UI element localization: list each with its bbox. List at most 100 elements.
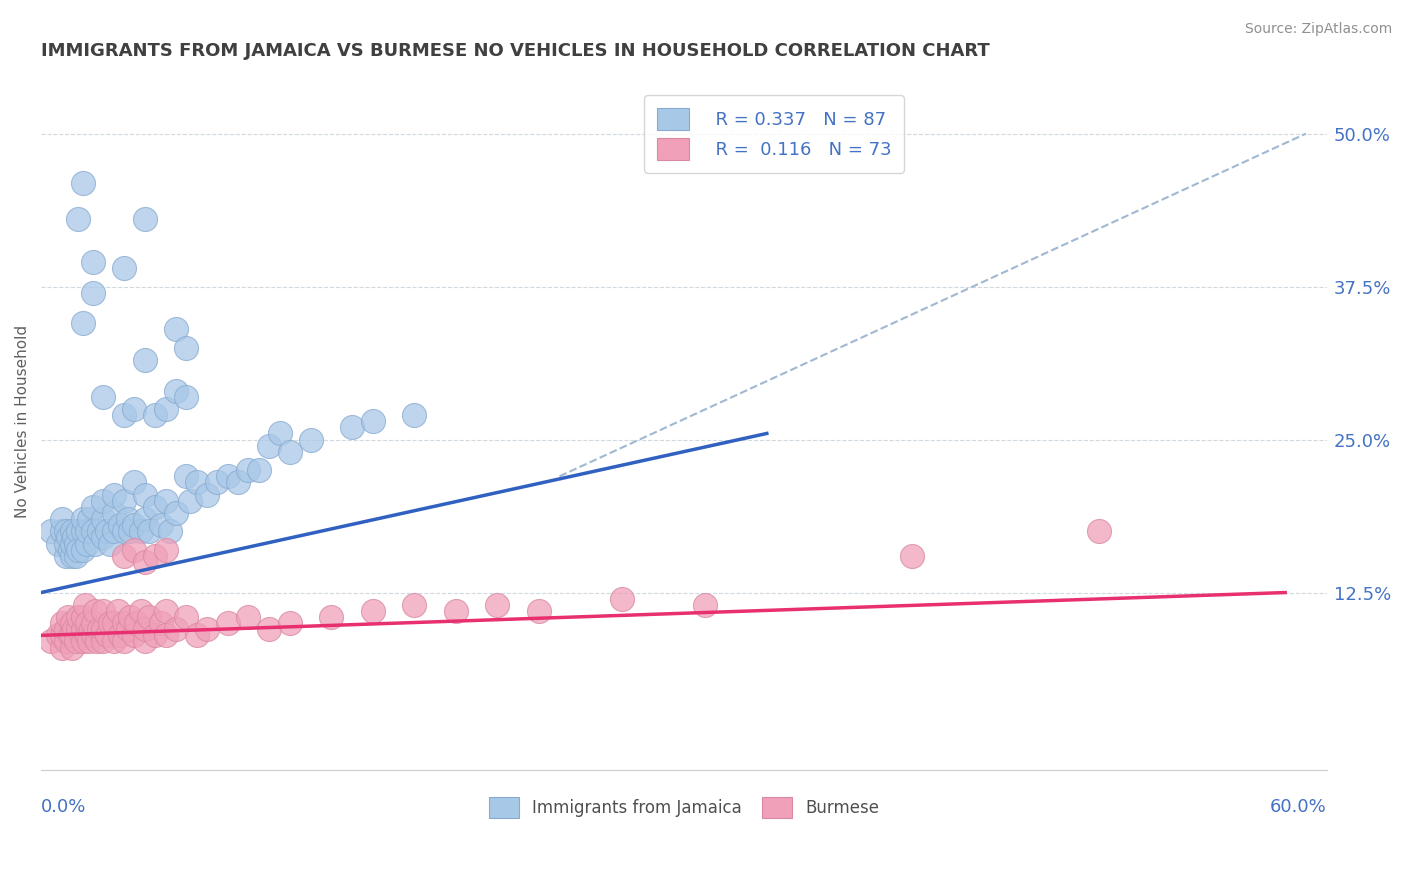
Point	[217, 616, 239, 631]
Point	[91, 634, 114, 648]
Point	[125, 616, 148, 631]
Point	[404, 598, 426, 612]
Point	[46, 536, 69, 550]
Point	[77, 512, 100, 526]
Point	[73, 598, 96, 612]
Point	[89, 524, 111, 539]
Point	[150, 616, 173, 631]
Point	[124, 518, 146, 533]
Point	[51, 512, 73, 526]
Point	[120, 524, 142, 539]
Point	[91, 512, 114, 526]
Point	[41, 634, 63, 648]
Point	[72, 316, 94, 330]
Point	[65, 634, 87, 648]
Point	[165, 622, 187, 636]
Point	[80, 622, 103, 636]
Point	[134, 622, 156, 636]
Text: 60.0%: 60.0%	[1270, 797, 1327, 816]
Point	[55, 634, 77, 648]
Point	[55, 524, 77, 539]
Point	[103, 488, 125, 502]
Point	[103, 616, 125, 631]
Point	[63, 531, 86, 545]
Point	[51, 628, 73, 642]
Point	[278, 445, 301, 459]
Point	[76, 628, 98, 642]
Point	[91, 493, 114, 508]
Point	[179, 493, 201, 508]
Point	[527, 604, 550, 618]
Point	[46, 628, 69, 642]
Point	[186, 628, 208, 642]
Point	[63, 622, 86, 636]
Point	[257, 439, 280, 453]
Point	[72, 524, 94, 539]
Point	[67, 524, 90, 539]
Point	[269, 426, 291, 441]
Point	[51, 616, 73, 631]
Point	[174, 610, 197, 624]
Point	[51, 524, 73, 539]
Point	[98, 616, 121, 631]
Point	[67, 212, 90, 227]
Point	[60, 616, 83, 631]
Point	[76, 524, 98, 539]
Y-axis label: No Vehicles in Household: No Vehicles in Household	[15, 325, 30, 517]
Point	[76, 536, 98, 550]
Point	[134, 212, 156, 227]
Point	[1087, 524, 1109, 539]
Point	[165, 322, 187, 336]
Point	[55, 549, 77, 563]
Point	[247, 463, 270, 477]
Point	[112, 524, 135, 539]
Point	[129, 604, 152, 618]
Point	[112, 634, 135, 648]
Point	[134, 634, 156, 648]
Point	[84, 604, 107, 618]
Point	[112, 493, 135, 508]
Point	[124, 475, 146, 490]
Point	[150, 518, 173, 533]
Point	[67, 610, 90, 624]
Point	[72, 634, 94, 648]
Point	[134, 488, 156, 502]
Point	[124, 628, 146, 642]
Point	[138, 524, 160, 539]
Point	[59, 542, 82, 557]
Point	[84, 536, 107, 550]
Point	[138, 610, 160, 624]
Point	[693, 598, 716, 612]
Point	[155, 542, 177, 557]
Point	[112, 549, 135, 563]
Point	[55, 536, 77, 550]
Point	[72, 176, 94, 190]
Point	[186, 475, 208, 490]
Point	[108, 628, 131, 642]
Point	[72, 610, 94, 624]
Point	[91, 622, 114, 636]
Point	[112, 408, 135, 422]
Point	[82, 255, 104, 269]
Point	[82, 285, 104, 300]
Point	[134, 353, 156, 368]
Point	[89, 622, 111, 636]
Point	[238, 610, 260, 624]
Point	[60, 524, 83, 539]
Point	[257, 622, 280, 636]
Point	[72, 622, 94, 636]
Point	[124, 542, 146, 557]
Point	[486, 598, 509, 612]
Point	[103, 506, 125, 520]
Text: IMMIGRANTS FROM JAMAICA VS BURMESE NO VEHICLES IN HOUSEHOLD CORRELATION CHART: IMMIGRANTS FROM JAMAICA VS BURMESE NO VE…	[41, 42, 990, 60]
Point	[56, 531, 79, 545]
Point	[361, 604, 384, 618]
Point	[361, 414, 384, 428]
Point	[143, 628, 166, 642]
Point	[91, 604, 114, 618]
Point	[155, 493, 177, 508]
Point	[165, 506, 187, 520]
Point	[77, 634, 100, 648]
Point	[143, 408, 166, 422]
Point	[117, 622, 139, 636]
